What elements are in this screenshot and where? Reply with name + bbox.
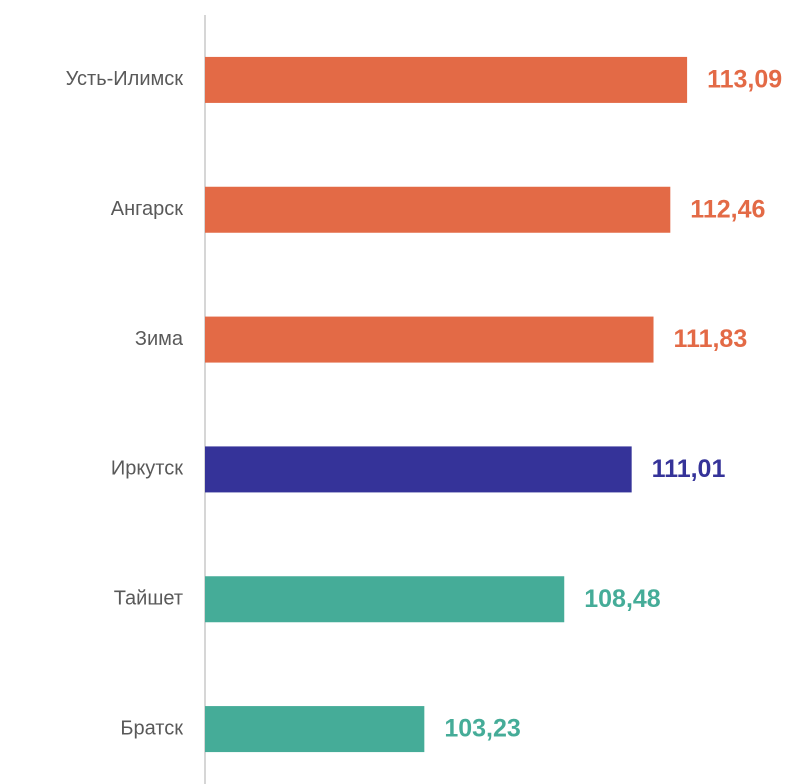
category-label: Братск bbox=[120, 717, 183, 739]
value-label: 111,83 bbox=[674, 325, 748, 353]
bar bbox=[205, 186, 671, 233]
category-label: Зима bbox=[135, 328, 184, 350]
value-label: 113,09 bbox=[707, 66, 782, 94]
bar bbox=[205, 446, 632, 493]
bar bbox=[205, 576, 565, 623]
value-label: 111,01 bbox=[652, 455, 726, 483]
category-label: Ангарск bbox=[111, 198, 183, 220]
value-label: 103,23 bbox=[444, 715, 520, 743]
bar bbox=[205, 56, 688, 103]
category-label: Усть-Илимск bbox=[66, 68, 184, 90]
bar bbox=[205, 706, 425, 753]
category-label: Тайшет bbox=[114, 588, 183, 610]
value-label: 112,46 bbox=[690, 195, 765, 223]
bar bbox=[205, 316, 654, 363]
value-label: 108,48 bbox=[584, 585, 661, 613]
category-label: Иркутск bbox=[111, 458, 183, 480]
